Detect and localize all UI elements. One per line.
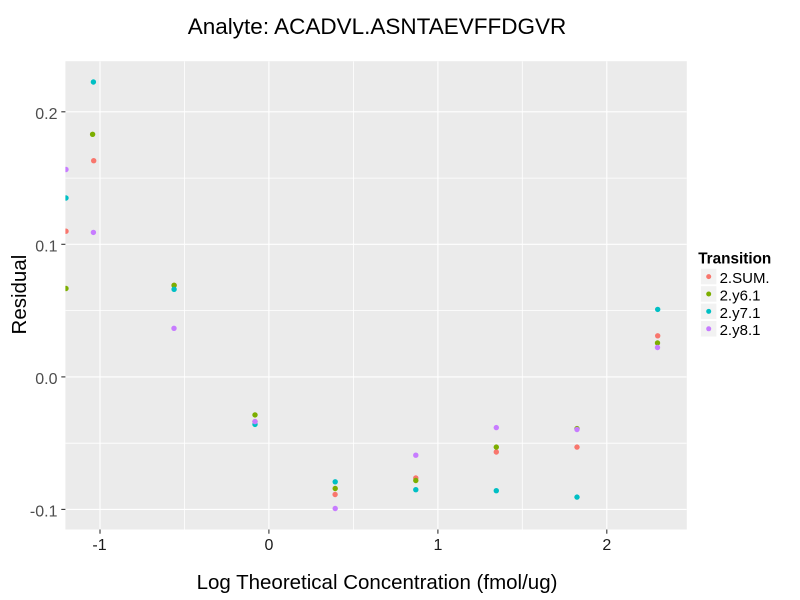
svg-text:0.1: 0.1 (35, 239, 57, 256)
svg-text:-1: -1 (92, 537, 106, 554)
svg-text:Analyte: ACADVL.ASNTAEVFFDGVR: Analyte: ACADVL.ASNTAEVFFDGVR (188, 14, 566, 39)
svg-text:2.y6.1: 2.y6.1 (720, 287, 761, 304)
svg-text:2.SUM.: 2.SUM. (720, 270, 770, 287)
svg-text:0: 0 (264, 537, 273, 554)
svg-text:1: 1 (433, 537, 442, 554)
svg-text:0.0: 0.0 (35, 371, 57, 388)
svg-text:0.2: 0.2 (35, 106, 57, 123)
svg-text:Transition: Transition (698, 251, 771, 268)
svg-text:-0.1: -0.1 (30, 504, 58, 521)
svg-text:2: 2 (602, 537, 611, 554)
svg-text:2.y7.1: 2.y7.1 (720, 305, 761, 322)
svg-text:Residual: Residual (8, 255, 31, 335)
svg-text:2.y8.1: 2.y8.1 (720, 322, 761, 339)
svg-text:Log Theoretical Concentration: Log Theoretical Concentration (fmol/ug) (197, 571, 558, 594)
